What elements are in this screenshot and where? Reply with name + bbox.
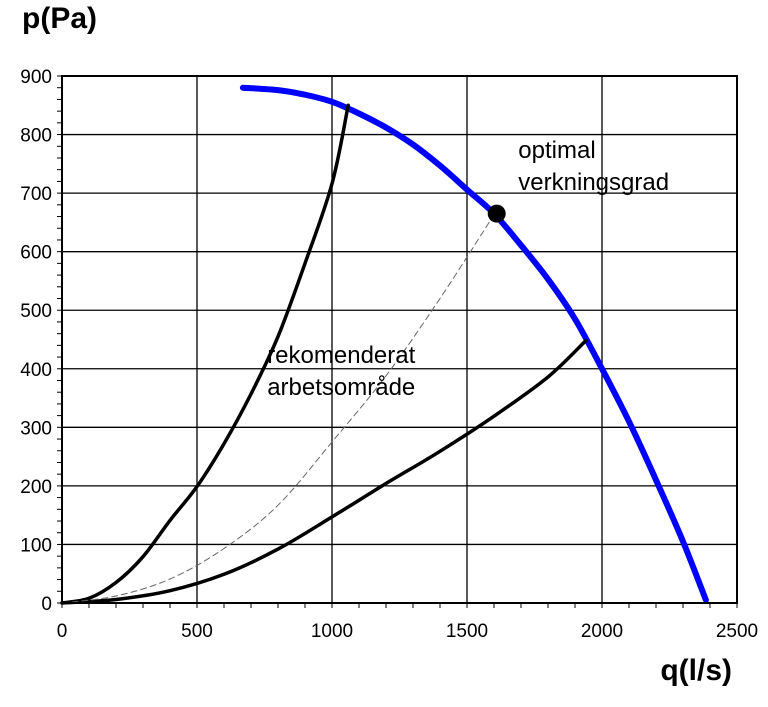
plot-frame [61,75,738,604]
y-axis-title: p(Pa) [22,2,97,35]
y-tick-label: 100 [20,535,52,556]
y-tick-label: 400 [20,360,52,381]
x-tick-label: 2500 [716,621,758,642]
x-axis-title: q(l/s) [660,654,732,687]
series-layer [60,84,709,605]
series-line-dashed [61,214,495,604]
y-tick-labels: 0 100 200 300 400 500 600 700 800 900 [20,67,52,615]
annotation-label: verkningsgrad [518,169,669,196]
annotation-label: arbetsområde [267,374,415,401]
y-tick-label: 700 [20,184,52,205]
series-line [239,84,709,604]
y-tick-label: 200 [20,477,52,498]
annotation-label: optimal [518,137,595,164]
x-tick-label: 1000 [311,621,353,642]
annotation-label: rekomenderat [267,342,415,369]
annotations: optimal verkningsgrad rekomenderat arbetsom… [267,137,669,401]
marker-layer [487,204,506,223]
optimal-point-marker [487,204,506,223]
x-tick-label: 0 [57,621,68,642]
y-tick-label: 900 [20,67,52,88]
x-tick-labels: 0 500 1000 1500 2000 2500 [57,621,758,642]
grid [61,75,738,604]
x-tick-label: 2000 [581,621,623,642]
y-tick-label: 500 [20,301,52,322]
y-tick-label: 300 [20,418,52,439]
series-line [60,338,588,605]
y-tick-label: 800 [20,126,52,147]
y-tick-label: 600 [20,243,52,264]
x-tick-label: 1500 [446,621,488,642]
x-tick-label: 500 [181,621,213,642]
y-tick-label: 0 [41,594,52,615]
series-line [60,103,350,605]
